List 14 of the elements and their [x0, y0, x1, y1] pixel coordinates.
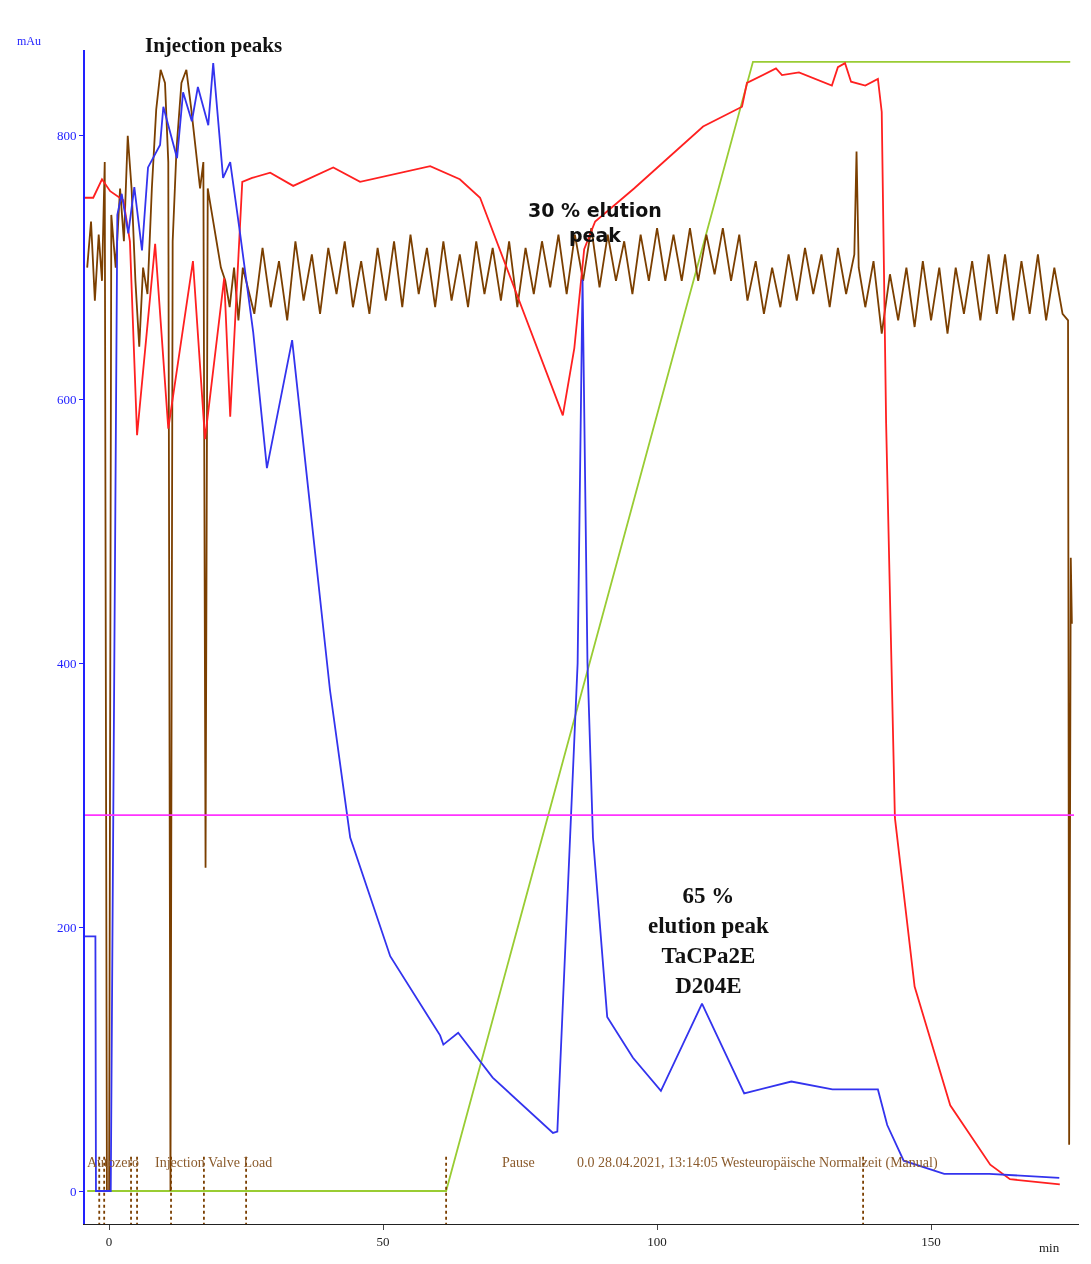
y-tick-label: 400	[56, 655, 77, 671]
x-tick-label: 100	[647, 1233, 667, 1249]
annotation: Pause	[502, 1155, 535, 1170]
y-tick-label: 0	[69, 1183, 77, 1199]
x-axis-title: min	[1039, 1240, 1060, 1255]
y-axis-title: mAu	[17, 34, 41, 48]
x-tick-label: 50	[376, 1233, 390, 1249]
x-tick-label: 0	[105, 1233, 113, 1249]
y-tick-label: 600	[56, 392, 77, 408]
y-tick-label: 800	[56, 128, 77, 144]
annotation: 65 % elution peak TaCPa2E D204E	[648, 883, 769, 998]
annotation: Injection peaks	[145, 33, 283, 57]
y-tick-label: 200	[56, 919, 77, 935]
x-tick-label: 150	[921, 1233, 941, 1249]
